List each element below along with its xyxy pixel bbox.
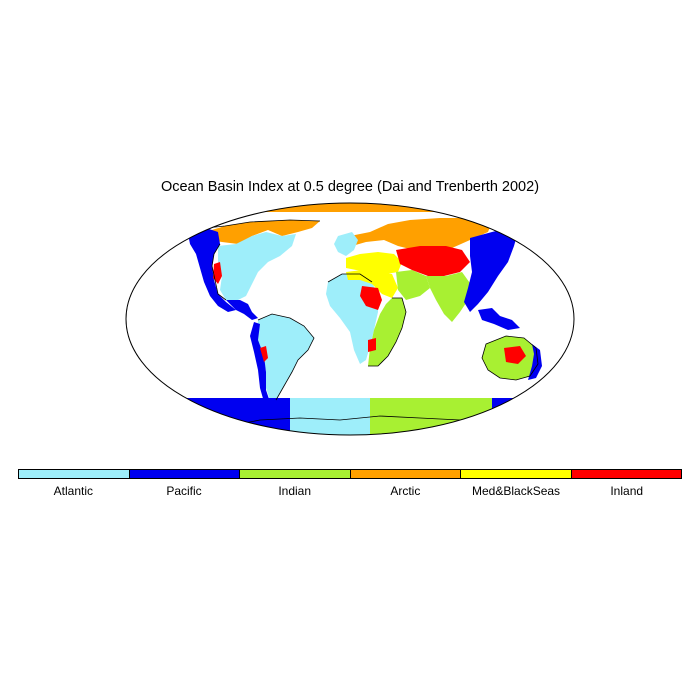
antarctica-indian [370, 398, 492, 435]
europe-atlantic [334, 232, 358, 256]
basin-regions [126, 203, 574, 435]
legend-color-bar [18, 469, 682, 479]
east-asia-pacific [464, 228, 518, 312]
legend-label: Inland [610, 484, 644, 498]
south-america-pacific [250, 322, 270, 402]
arctic-strip [215, 203, 485, 212]
legend-swatch [461, 470, 572, 478]
legend-label: Arctic [390, 484, 421, 498]
legend-label: Med&BlackSeas [472, 484, 561, 498]
legend-swatch [129, 470, 240, 478]
africa-mediterranean [346, 270, 398, 298]
north-america-atlantic [218, 232, 296, 300]
legend-swatch [350, 470, 461, 478]
legend-label: Indian [278, 484, 312, 498]
inland-great-basin [213, 262, 222, 284]
australia-pacific [528, 344, 542, 380]
arctic-region-north-america [205, 220, 320, 244]
africa-indian [368, 298, 406, 366]
legend-label: Pacific [166, 484, 202, 498]
legend-labels: Atlantic Pacific Indian Arctic Med&BlackSeas… [18, 484, 682, 498]
south-asia-indian [426, 272, 472, 322]
legend-label: Atlantic [53, 484, 94, 498]
inland-kalahari [368, 338, 376, 352]
antarctica-pacific-west [126, 398, 290, 435]
map-title: Ocean Basin Index at 0.5 degree (Dai and… [160, 179, 540, 195]
south-america-atlantic [256, 314, 314, 400]
eurasia-arctic [350, 218, 492, 252]
inland-altiplano [260, 346, 268, 362]
med-black-seas-region [346, 252, 402, 274]
legend-swatch [240, 470, 351, 478]
southeast-asia-islands [478, 308, 520, 330]
north-america-pacific [188, 228, 236, 312]
arabia-indian [396, 270, 430, 300]
legend-swatch [19, 470, 130, 478]
central-america [226, 300, 258, 320]
globe-outline [125, 202, 575, 436]
inland-lake-eyre [504, 346, 526, 364]
antarctica-atlantic [290, 398, 370, 435]
antarctica-pacific-east [492, 398, 574, 435]
legend-swatch [571, 470, 681, 478]
inland-central-asia [396, 246, 470, 276]
inland-lake-chad [360, 286, 382, 310]
